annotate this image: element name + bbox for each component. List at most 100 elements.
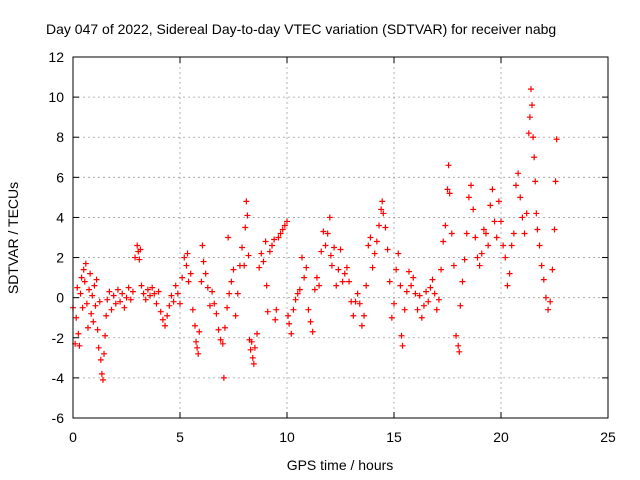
data-point (159, 316, 166, 323)
data-point (483, 230, 490, 237)
data-point (307, 318, 314, 325)
data-point (427, 284, 434, 291)
data-point (245, 252, 252, 259)
data-point (470, 206, 477, 213)
data-point (526, 114, 533, 121)
data-point (224, 304, 231, 311)
plot-frame (72, 56, 609, 419)
data-point (506, 270, 513, 277)
data-point (106, 288, 113, 295)
data-point (371, 250, 378, 257)
data-point (170, 298, 177, 305)
data-point (277, 230, 284, 237)
data-point (149, 284, 156, 291)
data-point (162, 322, 169, 329)
data-point (251, 344, 258, 351)
y-axis-label: SDTVAR / TECUs (5, 182, 21, 294)
data-point (194, 344, 201, 351)
y-tick-label: 0 (56, 290, 64, 306)
data-point (296, 286, 303, 293)
data-point (88, 310, 95, 317)
data-point (500, 242, 507, 249)
data-point (444, 186, 451, 193)
data-point (534, 226, 541, 233)
data-point (204, 284, 211, 291)
data-point (103, 312, 110, 319)
data-point (286, 320, 293, 327)
data-point (318, 248, 325, 255)
data-point (391, 300, 397, 307)
data-point (545, 306, 552, 313)
data-point (478, 250, 485, 257)
data-point (515, 170, 522, 177)
data-point (354, 290, 361, 297)
y-tick-label: 10 (48, 89, 64, 105)
data-point (94, 326, 101, 333)
data-point (89, 292, 96, 299)
data-point (399, 342, 406, 349)
data-point (384, 246, 391, 253)
data-point (74, 284, 81, 291)
data-point (395, 250, 402, 257)
x-tick-labels: 0 5 10 15 20 25 (69, 429, 616, 445)
data-point (309, 328, 316, 335)
data-point (445, 162, 452, 169)
data-point (373, 238, 380, 245)
data-point (352, 298, 359, 305)
axis-ticks (72, 56, 609, 419)
data-point (99, 376, 106, 383)
data-point (96, 298, 103, 305)
data-point (408, 282, 415, 289)
data-point (327, 252, 334, 259)
data-point (260, 258, 267, 265)
x-tick-label: 10 (279, 429, 295, 445)
data-point (337, 246, 344, 253)
data-point (504, 282, 511, 289)
data-point (365, 242, 372, 249)
data-point (249, 354, 256, 361)
data-point (138, 282, 145, 289)
data-point (271, 236, 278, 243)
data-point (457, 302, 464, 309)
data-point (209, 288, 216, 295)
data-point (532, 178, 539, 185)
data-point (101, 350, 108, 357)
data-point (256, 264, 263, 271)
data-point (232, 312, 239, 319)
data-point (189, 306, 196, 313)
data-point (142, 296, 149, 303)
data-point (153, 300, 160, 307)
data-point (83, 300, 90, 307)
data-point (91, 282, 98, 289)
data-point (75, 330, 82, 337)
data-point (199, 242, 206, 249)
data-point (254, 330, 261, 337)
data-point (510, 230, 517, 237)
data-point (273, 306, 280, 313)
data-point (193, 338, 200, 345)
data-point (517, 194, 524, 201)
data-point (127, 296, 134, 303)
data-point (326, 214, 333, 221)
data-point (388, 314, 395, 321)
data-point (450, 262, 457, 269)
y-tick-label: 12 (48, 49, 64, 65)
data-point (519, 214, 526, 221)
data-point (284, 218, 290, 225)
y-tick-label: -6 (52, 410, 65, 426)
data-point (367, 234, 374, 241)
data-point (380, 210, 387, 217)
data-point (179, 274, 186, 281)
data-point (181, 254, 188, 261)
data-point (316, 282, 323, 289)
data-point (472, 234, 479, 241)
x-tick-label: 0 (69, 429, 77, 445)
data-point (226, 290, 233, 297)
data-point (86, 286, 93, 293)
data-point (104, 296, 111, 303)
data-point (217, 336, 224, 343)
data-point (213, 310, 220, 317)
data-point (378, 206, 385, 213)
data-point (468, 182, 475, 189)
data-point (502, 254, 509, 261)
